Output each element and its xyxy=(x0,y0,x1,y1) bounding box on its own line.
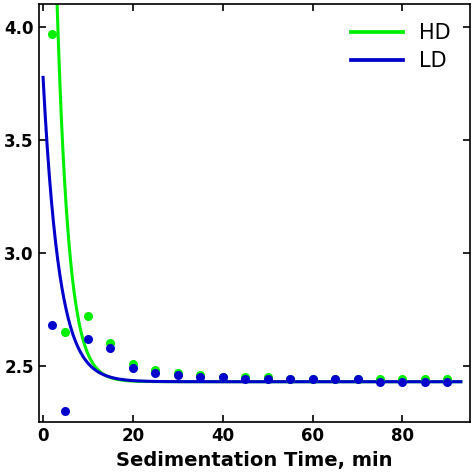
X-axis label: Sedimentation Time, min: Sedimentation Time, min xyxy=(116,451,392,470)
Legend: HD, LD: HD, LD xyxy=(342,15,459,80)
